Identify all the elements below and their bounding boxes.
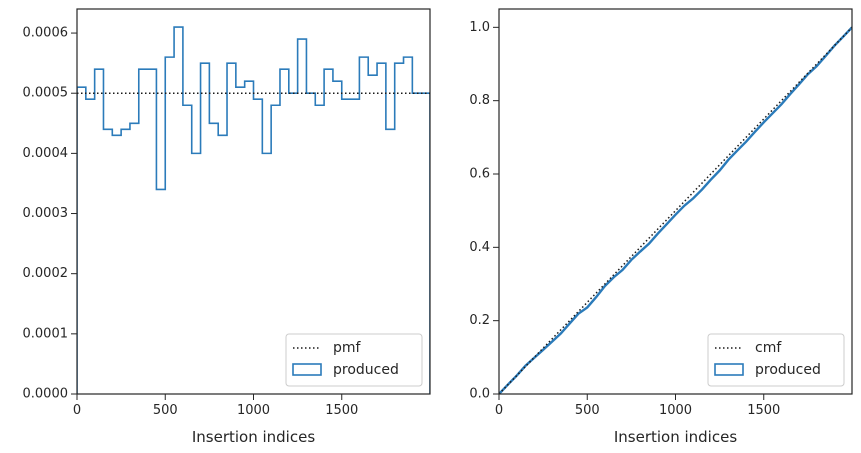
plot-area [77, 26, 430, 394]
plot-area [499, 26, 852, 394]
y-tick-label: 0.0001 [23, 326, 69, 341]
legend: pmf produced [285, 333, 423, 387]
x-tick-label: 0 [495, 403, 503, 418]
y-tick-label: 0.2 [469, 313, 490, 328]
chart-1: 0.0000 0.0001 0.0002 0.0003 0.0004 0.0005 0.00… [23, 8, 431, 446]
plot-frame [76, 8, 431, 395]
legend-produced-swatch [292, 363, 322, 376]
y-tick-label: 0.0000 [23, 387, 69, 402]
plot-frame [498, 8, 853, 395]
legend-produced-swatch [714, 363, 744, 376]
y-tick-label: 0.6 [469, 167, 490, 182]
legend-produced-label: produced [333, 362, 399, 378]
x-tick-label: 1500 [325, 403, 358, 418]
y-tick-label: 0.0 [469, 387, 490, 402]
produced-cmf-line [499, 26, 852, 394]
legend-reference-label: pmf [333, 340, 362, 356]
x-tick-label: 0 [73, 403, 81, 418]
y-tick-label: 0.0006 [23, 26, 69, 41]
y-tick-label: 0.0005 [23, 86, 69, 101]
x-tick-label: 500 [153, 403, 178, 418]
y-tick-label: 0.0002 [23, 266, 69, 281]
y-tick-label: 0.8 [469, 93, 490, 108]
legend-box [285, 333, 423, 387]
cmf-reference-line [499, 26, 852, 394]
y-tick-label: 0.0004 [23, 146, 69, 161]
x-axis-label: Insertion indices [614, 428, 737, 446]
x-tick-label: 1500 [747, 403, 780, 418]
y-tick-label: 0.4 [469, 240, 490, 255]
y-tick-label: 0.0003 [23, 206, 69, 221]
x-tick-label: 500 [575, 403, 600, 418]
legend-reference-label: cmf [755, 340, 782, 356]
x-axis-label: Insertion indices [192, 428, 315, 446]
legend-box [707, 333, 845, 387]
produced-step-line [77, 26, 430, 394]
chart-2: 0.0 0.2 0.4 0.6 0.8 1.0 0 500 1000 1500 Insertion … [469, 8, 853, 446]
legend: cmf produced [707, 333, 845, 387]
x-tick-label: 1000 [659, 403, 692, 418]
y-tick-label: 1.0 [469, 20, 490, 35]
legend-produced-label: produced [755, 362, 821, 378]
x-tick-label: 1000 [237, 403, 270, 418]
